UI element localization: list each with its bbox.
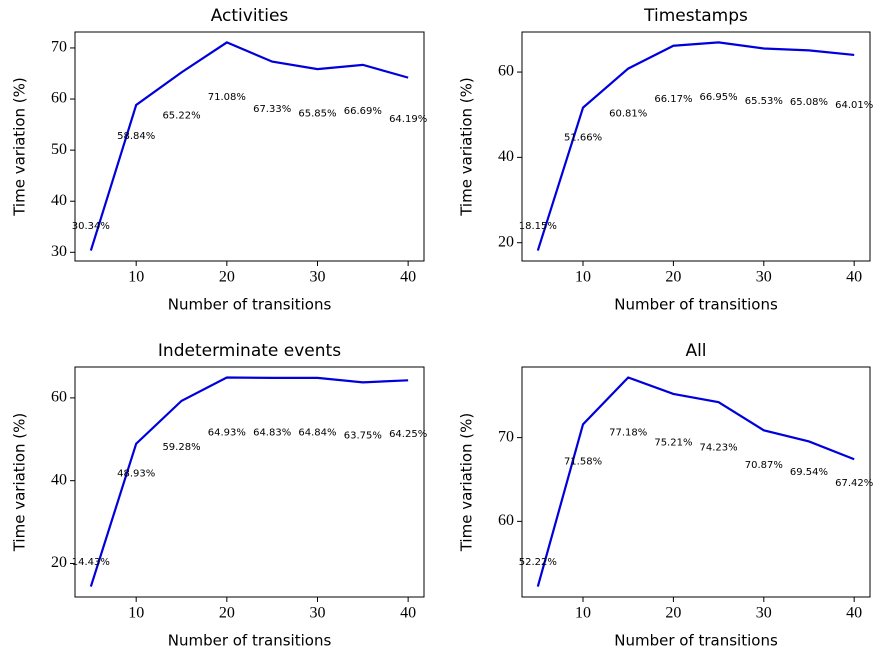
- x-tick-label: 10: [575, 269, 591, 286]
- y-tick-label: 30: [51, 243, 67, 260]
- data-label: 69.54%: [790, 467, 828, 478]
- x-tick-label: 30: [309, 269, 325, 286]
- data-line: [536, 376, 855, 587]
- y-tick-label: 70: [498, 428, 514, 445]
- data-label: 58.84%: [117, 131, 155, 142]
- data-label: 66.17%: [654, 94, 692, 105]
- plot-frame: [521, 366, 871, 598]
- y-tick-label: 40: [51, 471, 67, 488]
- data-label: 64.19%: [389, 114, 427, 125]
- y-axis-label: Time variation (%): [458, 77, 476, 217]
- y-tick-label: 40: [51, 192, 67, 209]
- y-tick-label: 50: [51, 141, 67, 158]
- data-line: [89, 41, 409, 251]
- data-label: 66.95%: [700, 92, 738, 103]
- y-tick-label: 60: [51, 90, 67, 107]
- data-label: 59.28%: [162, 442, 200, 453]
- data-label: 65.53%: [745, 96, 783, 107]
- x-tick-label: 40: [846, 269, 862, 286]
- y-tick-label: 60: [498, 512, 514, 529]
- data-label: 64.83%: [253, 428, 291, 439]
- y-axis-label: Time variation (%): [11, 413, 29, 553]
- y-tick-label: 60: [498, 63, 514, 80]
- data-line: [89, 376, 409, 587]
- data-label: 51.66%: [564, 133, 602, 144]
- x-tick-label: 10: [128, 269, 144, 286]
- x-axis-label: Number of transitions: [614, 296, 778, 314]
- data-label: 71.58%: [564, 456, 602, 467]
- x-tick-label: 30: [309, 605, 325, 622]
- data-label: 65.08%: [790, 97, 828, 108]
- data-label: 63.75%: [344, 430, 382, 441]
- data-label: 14.43%: [72, 557, 110, 568]
- chart-title: Timestamps: [643, 6, 748, 26]
- y-axis-label: Time variation (%): [11, 77, 29, 217]
- x-tick-label: 20: [219, 605, 235, 622]
- data-label: 18.15%: [519, 221, 557, 232]
- plot-frame: [74, 31, 425, 262]
- data-label: 67.33%: [253, 104, 291, 115]
- plot-frame: [521, 31, 871, 262]
- x-axis-label: Number of transitions: [168, 296, 332, 314]
- chart-title: Activities: [211, 6, 289, 26]
- x-tick-label: 10: [128, 605, 144, 622]
- x-tick-label: 20: [219, 269, 235, 286]
- chart-title: Indeterminate events: [158, 341, 341, 361]
- x-axis-label: Number of transitions: [168, 632, 332, 650]
- data-line: [536, 41, 855, 251]
- data-label: 30.34%: [72, 221, 110, 232]
- data-label: 71.08%: [208, 92, 246, 103]
- y-axis-label: Time variation (%): [458, 413, 476, 553]
- x-tick-label: 40: [400, 605, 416, 622]
- y-tick-label: 70: [51, 39, 67, 56]
- data-label: 64.84%: [298, 428, 336, 439]
- data-label: 52.22%: [519, 557, 557, 568]
- x-tick-label: 10: [575, 605, 591, 622]
- data-label: 77.18%: [609, 427, 647, 438]
- x-tick-label: 30: [756, 605, 772, 622]
- y-tick-label: 40: [498, 148, 514, 165]
- data-label: 64.01%: [835, 100, 873, 111]
- chart-title: All: [685, 341, 706, 361]
- y-tick-label: 20: [498, 233, 514, 250]
- data-label: 65.22%: [162, 111, 200, 122]
- data-label: 48.93%: [117, 468, 155, 479]
- x-axis-label: Number of transitions: [614, 632, 778, 650]
- x-tick-label: 30: [756, 269, 772, 286]
- plot-frame: [74, 366, 425, 598]
- data-label: 64.25%: [389, 429, 427, 440]
- data-label: 65.85%: [298, 109, 336, 120]
- data-label: 75.21%: [654, 438, 692, 449]
- y-tick-label: 20: [51, 554, 67, 571]
- x-tick-label: 20: [665, 605, 681, 622]
- data-label: 66.69%: [344, 106, 382, 117]
- x-tick-label: 20: [665, 269, 681, 286]
- data-label: 74.23%: [700, 443, 738, 454]
- data-label: 70.87%: [745, 460, 783, 471]
- y-tick-label: 60: [51, 389, 67, 406]
- data-label: 67.42%: [835, 478, 873, 489]
- x-tick-label: 40: [400, 269, 416, 286]
- data-label: 64.93%: [208, 427, 246, 438]
- x-tick-label: 40: [846, 605, 862, 622]
- data-label: 60.81%: [609, 108, 647, 119]
